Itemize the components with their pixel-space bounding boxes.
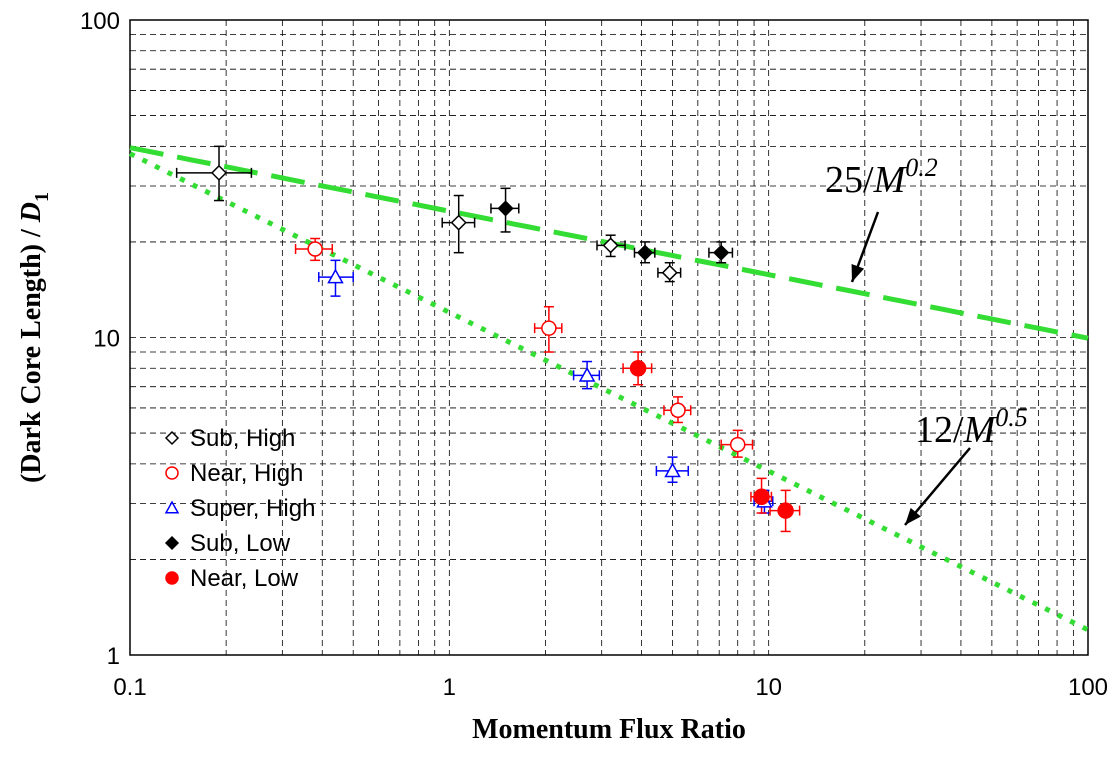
legend-marker (165, 571, 179, 585)
data-point-circle-open (541, 320, 557, 336)
data-point-circle-filled (753, 488, 770, 506)
data-point-diamond-open (661, 264, 678, 281)
annotation-arrow-line (904, 447, 971, 526)
tick-labels: 0.1 1 10 100 1 10 100 (80, 8, 1108, 701)
x-tick-label: 10 (755, 674, 782, 701)
data-point-diamond-filled (713, 244, 730, 261)
grid (130, 20, 1088, 655)
fit-label-coef: 12/ (915, 409, 964, 451)
data-point-triangle-open (664, 462, 681, 478)
legend-label: Sub, Low (190, 530, 291, 557)
data-point-circle-filled (629, 360, 647, 377)
data-point-triangle-open (327, 268, 344, 284)
y-axis-title-main: (Dark Core Length) / (16, 222, 47, 483)
data-point-diamond-filled (497, 200, 514, 217)
y-tick-label: 10 (93, 326, 120, 353)
data-point-diamond-open (450, 214, 467, 231)
legend-label: Sub, High (190, 425, 295, 452)
legend-marker (164, 500, 180, 514)
fit-label-exp: 0.5 (995, 403, 1028, 432)
data-point-circle-open (307, 241, 323, 257)
legend-marker (165, 466, 179, 480)
annotation-arrowhead (851, 264, 865, 282)
fit-label: 12/M0.5 (915, 403, 1028, 451)
data-markers (210, 164, 794, 519)
fit-line-m05 (128, 151, 1090, 633)
fit-lines (128, 145, 1090, 633)
data-point-diamond-filled (636, 244, 654, 261)
data-point-diamond-open (210, 164, 228, 181)
legend-label: Super, High (190, 495, 315, 522)
y-tick-label: 1 (107, 643, 120, 670)
legend-label: Near, Low (190, 565, 299, 592)
x-tick-label: 1 (443, 674, 456, 701)
fit-label-var: M (963, 409, 998, 451)
fit-annotations: 25/M0.212/M0.5 (825, 153, 1028, 526)
fit-label-coef: 25/ (825, 159, 874, 201)
fit-label: 25/M0.2 (825, 153, 938, 201)
y-axis-title: (Dark Core Length) / D1 (16, 192, 53, 483)
annotation-arrowhead (905, 507, 921, 525)
y-tick-label: 100 (80, 8, 120, 35)
fit-label-var: M (873, 159, 908, 201)
fit-label-exp: 0.2 (905, 153, 938, 182)
data-point-circle-filled (777, 502, 794, 519)
x-tick-label: 0.1 (113, 674, 146, 701)
y-axis-title-var: D (16, 202, 47, 223)
data-point-diamond-open (602, 237, 619, 254)
y-axis-title-sub: 1 (31, 192, 53, 202)
legend-marker (164, 430, 180, 446)
x-axis-title: Momentum Flux Ratio (472, 714, 746, 745)
x-tick-label: 100 (1068, 674, 1108, 701)
data-point-circle-open (729, 436, 746, 453)
legend-marker (164, 535, 180, 551)
data-point-triangle-open (578, 366, 596, 382)
legend: Sub, High Near, High Super, High Sub, Low Ne… (164, 425, 315, 592)
legend-label: Near, High (190, 460, 303, 487)
data-point-circle-open (670, 402, 686, 419)
